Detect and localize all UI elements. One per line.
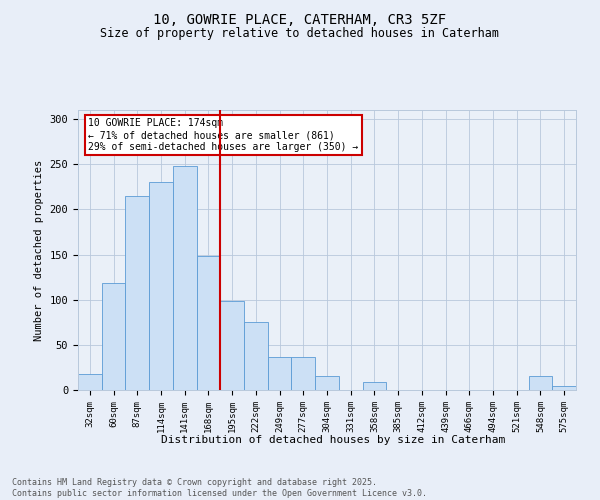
Text: Size of property relative to detached houses in Caterham: Size of property relative to detached ho… — [101, 28, 499, 40]
Bar — [552, 386, 576, 390]
Text: 10, GOWRIE PLACE, CATERHAM, CR3 5ZF: 10, GOWRIE PLACE, CATERHAM, CR3 5ZF — [154, 12, 446, 26]
Y-axis label: Number of detached properties: Number of detached properties — [34, 160, 44, 340]
Bar — [244, 322, 268, 390]
Bar — [268, 356, 292, 390]
Text: 10 GOWRIE PLACE: 174sqm
← 71% of detached houses are smaller (861)
29% of semi-d: 10 GOWRIE PLACE: 174sqm ← 71% of detache… — [88, 118, 358, 152]
Bar — [149, 182, 173, 390]
Bar — [173, 166, 197, 390]
Text: Distribution of detached houses by size in Caterham: Distribution of detached houses by size … — [161, 435, 505, 445]
Bar — [78, 374, 102, 390]
Bar — [197, 256, 220, 390]
Bar — [292, 356, 315, 390]
Bar — [102, 282, 125, 390]
Bar — [315, 376, 339, 390]
Text: Contains HM Land Registry data © Crown copyright and database right 2025.
Contai: Contains HM Land Registry data © Crown c… — [12, 478, 427, 498]
Bar — [220, 300, 244, 390]
Bar — [529, 376, 552, 390]
Bar — [125, 196, 149, 390]
Bar — [362, 382, 386, 390]
